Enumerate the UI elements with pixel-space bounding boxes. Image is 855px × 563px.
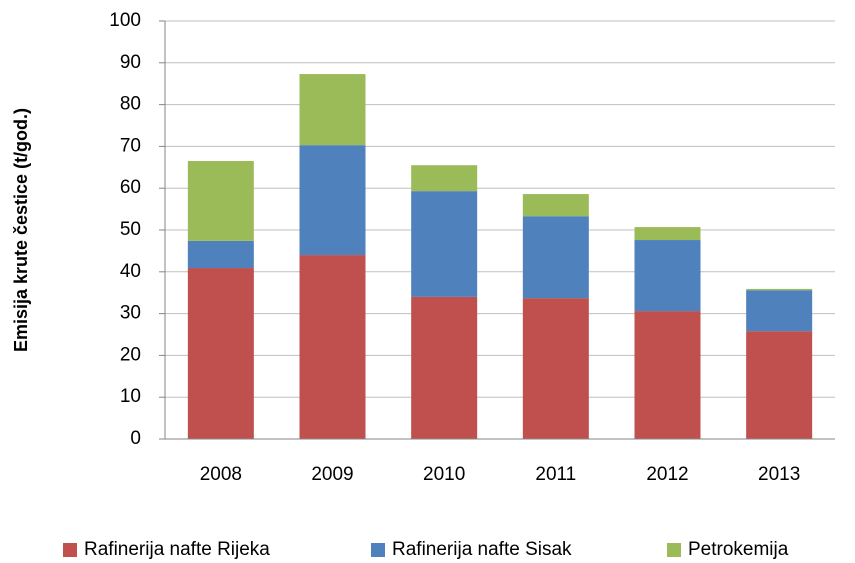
bar-segment <box>634 227 701 241</box>
legend-swatch <box>667 543 681 557</box>
bar-segment <box>411 191 478 297</box>
bar-segment <box>411 165 478 192</box>
x-tick-label: 2010 <box>423 464 465 485</box>
bar-segment <box>746 290 813 332</box>
bar-segment <box>187 161 254 241</box>
bar-segment <box>522 216 589 299</box>
y-tick-label: 80 <box>120 94 141 115</box>
bar-segment <box>634 240 701 312</box>
y-tick-label: 10 <box>120 386 141 407</box>
y-tick-label: 60 <box>120 177 141 198</box>
y-tick-label: 100 <box>109 10 141 31</box>
bar-segment <box>746 331 813 439</box>
bar-segment <box>187 268 254 439</box>
x-tick-label: 2009 <box>311 464 353 485</box>
bar-segment <box>299 74 366 146</box>
x-tick-label: 2012 <box>646 464 688 485</box>
bar-segment <box>746 288 813 291</box>
x-tick-label: 2013 <box>758 464 800 485</box>
legend-label: Petrokemija <box>688 539 789 560</box>
bar-segment <box>634 311 701 439</box>
y-tick-label: 70 <box>120 135 141 156</box>
y-tick-label: 40 <box>120 261 141 282</box>
bar-segment <box>411 296 478 439</box>
y-tick-label: 90 <box>120 52 141 73</box>
y-axis-title: Emisija krute čestice (t/god.) <box>11 108 31 352</box>
bar-segment <box>299 255 366 439</box>
legend-label: Rafinerija nafte Rijeka <box>84 539 270 560</box>
y-tick-label: 50 <box>120 219 141 240</box>
bar-segment <box>522 194 589 217</box>
legend-label: Rafinerija nafte Sisak <box>392 539 572 560</box>
y-tick-label: 30 <box>120 303 141 324</box>
bar-segment <box>187 240 254 269</box>
bar-segment <box>299 145 366 256</box>
y-tick-label: 0 <box>130 428 141 449</box>
x-tick-label: 2008 <box>200 464 242 485</box>
x-tick-label: 2011 <box>535 464 576 485</box>
legend-swatch <box>63 543 77 557</box>
bar-segment <box>522 298 589 439</box>
y-tick-label: 20 <box>120 344 141 365</box>
legend-swatch <box>371 543 385 557</box>
